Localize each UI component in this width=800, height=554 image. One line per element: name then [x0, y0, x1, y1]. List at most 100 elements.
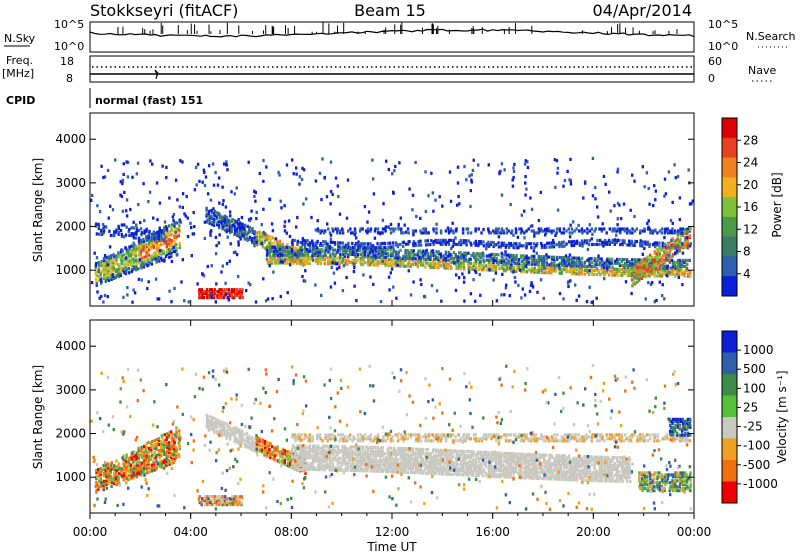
power-cell [139, 221, 142, 225]
power-cell [279, 251, 282, 255]
power-cell [296, 215, 299, 220]
power-cell [590, 227, 593, 231]
power-cell [166, 233, 169, 237]
power-cell [690, 202, 693, 206]
power-cell [280, 206, 283, 210]
power-cell [613, 261, 616, 265]
power-cell [308, 257, 311, 262]
power-cell [108, 259, 111, 263]
power-cell [543, 271, 546, 275]
power-cell [165, 240, 168, 245]
power-cell [110, 269, 113, 274]
velocity-cell [206, 503, 209, 507]
power-cell [666, 272, 670, 276]
power-cell [676, 237, 679, 241]
velocity-cell [322, 444, 325, 448]
power-cell [545, 257, 549, 261]
velocity-cell [392, 446, 395, 450]
velocity-cell [208, 414, 211, 418]
velocity-cell [387, 454, 390, 458]
velocity-cell [379, 459, 382, 464]
velocity-cell [377, 452, 380, 456]
power-cell [609, 209, 612, 213]
power-cell [341, 289, 345, 293]
power-cell [352, 262, 356, 266]
velocity-cell [225, 430, 228, 434]
power-cell [688, 258, 691, 262]
power-cell [331, 252, 335, 256]
power-cell [155, 250, 158, 254]
power-cell [135, 248, 138, 252]
velocity-cell [154, 455, 158, 459]
power-cell [477, 267, 480, 272]
power-cell [111, 208, 115, 212]
velocity-cell [352, 464, 355, 469]
power-cell [148, 261, 151, 265]
power-cell [444, 256, 447, 260]
power-cell [598, 227, 601, 231]
power-cell [527, 242, 530, 246]
power-cell [655, 298, 658, 302]
power-cell [550, 229, 554, 233]
power-cell [482, 264, 485, 268]
power-cell [178, 218, 181, 222]
power-cell [106, 295, 109, 299]
power-cell [148, 231, 151, 236]
velocity-cell [167, 433, 170, 437]
power-cell [170, 246, 174, 251]
power-cell [409, 253, 412, 257]
velocity-cell [422, 449, 425, 453]
power-cell [160, 248, 163, 252]
power-cell [126, 293, 129, 297]
power-cell [341, 229, 345, 233]
velocity-cell [135, 467, 139, 471]
power-cell [223, 214, 227, 218]
power-cell [198, 288, 201, 292]
velocity-cell [404, 456, 407, 461]
power-cell [664, 264, 667, 268]
power-cell [207, 209, 211, 213]
velocity-cell [150, 445, 153, 449]
velocity-cell [301, 456, 304, 460]
power-cell [536, 242, 539, 246]
velocity-cell [145, 463, 149, 467]
power-cell [570, 240, 573, 244]
power-cell [266, 235, 269, 240]
power-cell [386, 254, 389, 258]
power-cell [631, 278, 634, 282]
power-cell [130, 244, 133, 248]
power-cell [414, 261, 417, 265]
velocity-cell [359, 465, 362, 469]
power-cell [533, 234, 536, 238]
velocity-cell [326, 450, 329, 454]
velocity-cell [409, 467, 412, 471]
power-cell [517, 263, 521, 268]
velocity-cell [414, 451, 417, 455]
velocity-cell [291, 455, 294, 460]
velocity-cell [142, 450, 146, 454]
power-cell [676, 272, 679, 276]
power-cell [575, 260, 578, 264]
velocity-cell [303, 465, 306, 470]
power-cell [165, 242, 169, 247]
power-cell [565, 262, 568, 266]
power-cell [684, 237, 687, 241]
velocity-cell [172, 460, 175, 464]
power-cell [545, 265, 548, 269]
velocity-cell [178, 454, 181, 459]
velocity-cell [145, 459, 148, 463]
power-cell [273, 255, 276, 259]
velocity-cell [351, 451, 355, 455]
power-cell [354, 256, 357, 261]
power-cell [206, 264, 209, 269]
velocity-cell [208, 426, 211, 430]
power-cell [232, 290, 236, 294]
power-cell [160, 238, 164, 243]
velocity-cell [218, 495, 221, 499]
power-cell [417, 239, 420, 243]
power-cell [145, 252, 148, 256]
power-cell [674, 266, 677, 270]
power-cell [689, 272, 692, 276]
power-cell [230, 227, 233, 231]
power-cell [372, 259, 375, 263]
